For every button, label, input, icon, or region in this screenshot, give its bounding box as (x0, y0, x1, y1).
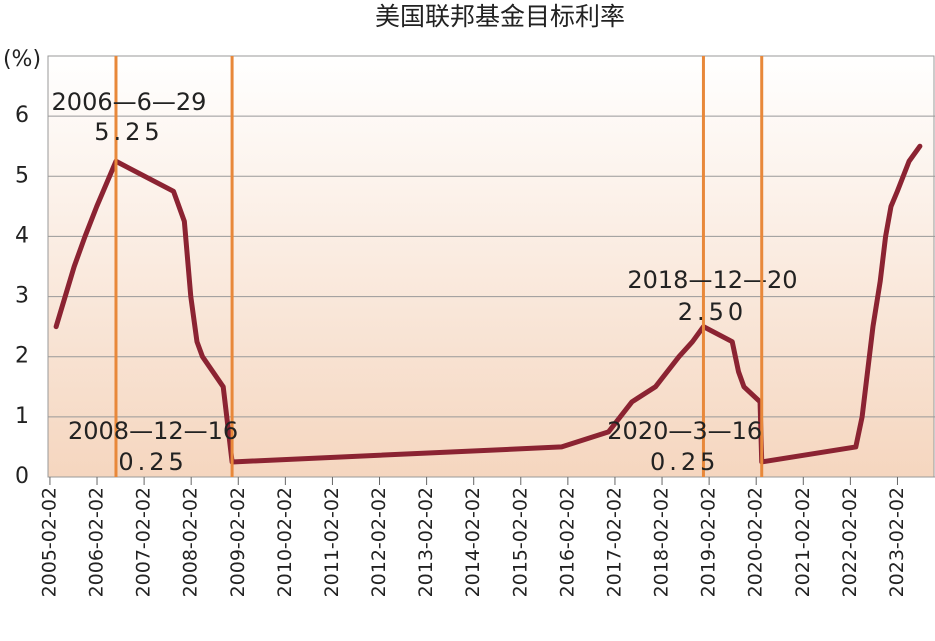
y-tick-label: 2 (15, 344, 29, 369)
x-tick-label: 2005-02-02 (38, 487, 60, 597)
x-tick-label: 2015-02-02 (509, 487, 531, 597)
x-tick-label: 2011-02-02 (321, 487, 343, 597)
x-tick-label: 2022-02-02 (839, 487, 861, 597)
annotation-value: 0.25 (118, 448, 187, 476)
y-axis-label: (%) (3, 47, 41, 72)
x-tick-label: 2016-02-02 (556, 487, 578, 597)
x-tick-label: 2014-02-02 (462, 487, 484, 597)
annotation-date: 2018—12—20 (627, 266, 797, 294)
annotation-date: 2008—12—16 (68, 417, 238, 445)
x-tick-label: 2006-02-02 (86, 487, 108, 597)
annotation-value: 5.25 (94, 118, 163, 146)
y-tick-label: 3 (15, 284, 29, 309)
x-tick-label: 2007-02-02 (133, 487, 155, 597)
x-tick-label: 2013-02-02 (415, 487, 437, 597)
chart-title: 美国联邦基金目标利率 (375, 2, 625, 31)
y-tick-label: 6 (15, 103, 29, 128)
y-tick-label: 5 (15, 163, 29, 188)
y-tick-label: 1 (15, 404, 29, 429)
x-tick-label: 2012-02-02 (368, 487, 390, 597)
x-tick-label: 2021-02-02 (792, 487, 814, 597)
x-tick-label: 2023-02-02 (886, 487, 908, 597)
x-tick-label: 2010-02-02 (274, 487, 296, 597)
y-tick-label: 4 (15, 223, 29, 248)
data-line (53, 143, 923, 465)
annotation-value: 0.25 (650, 448, 719, 476)
x-tick-label: 2017-02-02 (603, 487, 625, 597)
annotation-date: 2006—6—29 (52, 88, 207, 116)
x-tick-label: 2020-02-02 (745, 487, 767, 597)
plot-area (47, 55, 935, 478)
x-tick-label: 2008-02-02 (180, 487, 202, 597)
x-tick-label: 2009-02-02 (227, 487, 249, 597)
x-tick-label: 2019-02-02 (698, 487, 720, 597)
annotation-date: 2020—3—16 (607, 417, 762, 445)
y-tick-label: 0 (15, 464, 29, 489)
x-tick-label: 2018-02-02 (651, 487, 673, 597)
annotation-value: 2.50 (678, 298, 747, 326)
